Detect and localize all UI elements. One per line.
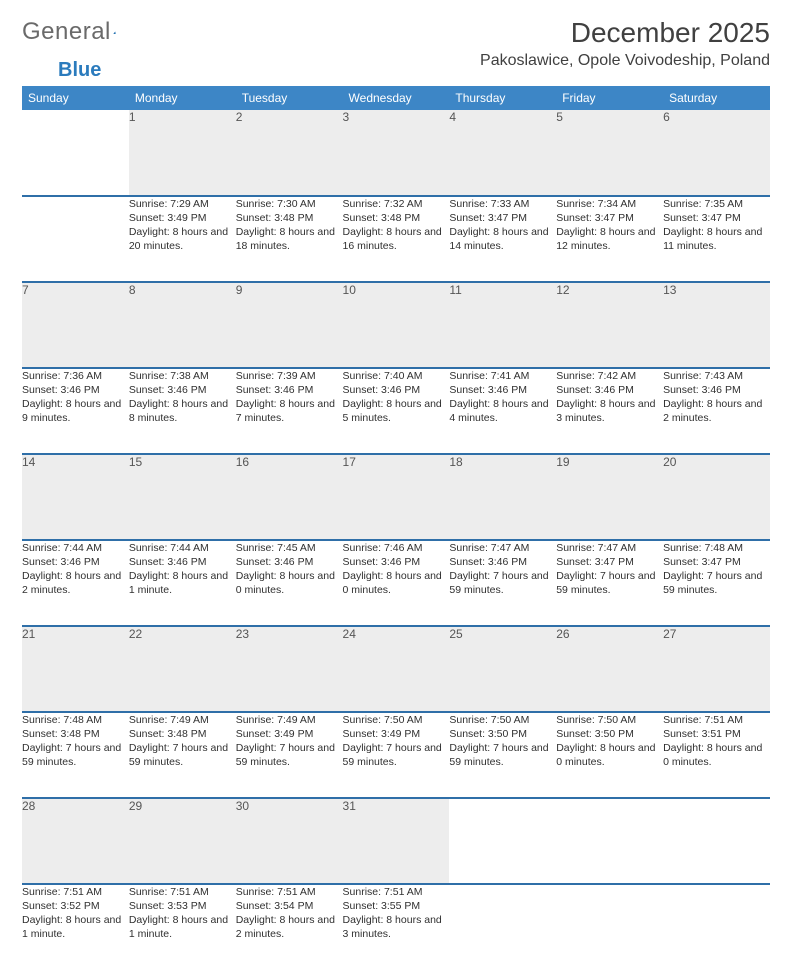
day-cell: Sunrise: 7:40 AM Sunset: 3:46 PM Dayligh… (343, 368, 450, 454)
day-number: 15 (129, 454, 236, 540)
calendar-table: Sunday Monday Tuesday Wednesday Thursday… (22, 86, 770, 970)
day-number (449, 798, 556, 884)
day-cell: Sunrise: 7:48 AM Sunset: 3:47 PM Dayligh… (663, 540, 770, 626)
day-number: 25 (449, 626, 556, 712)
day-cell: Sunrise: 7:50 AM Sunset: 3:49 PM Dayligh… (343, 712, 450, 798)
day-number: 20 (663, 454, 770, 540)
daynum-row: 78910111213 (22, 282, 770, 368)
day-cell: Sunrise: 7:44 AM Sunset: 3:46 PM Dayligh… (129, 540, 236, 626)
day-number: 6 (663, 110, 770, 196)
weekday-header: Sunday (22, 86, 129, 110)
day-number (556, 798, 663, 884)
daynum-row: 123456 (22, 110, 770, 196)
day-cell: Sunrise: 7:47 AM Sunset: 3:46 PM Dayligh… (449, 540, 556, 626)
day-cell: Sunrise: 7:46 AM Sunset: 3:46 PM Dayligh… (343, 540, 450, 626)
day-cell: Sunrise: 7:43 AM Sunset: 3:46 PM Dayligh… (663, 368, 770, 454)
day-cell: Sunrise: 7:42 AM Sunset: 3:46 PM Dayligh… (556, 368, 663, 454)
day-cell: Sunrise: 7:50 AM Sunset: 3:50 PM Dayligh… (449, 712, 556, 798)
month-title: December 2025 (480, 18, 770, 49)
day-number: 9 (236, 282, 343, 368)
day-number (22, 110, 129, 196)
weekday-header: Tuesday (236, 86, 343, 110)
day-content-row: Sunrise: 7:44 AM Sunset: 3:46 PM Dayligh… (22, 540, 770, 626)
day-number: 22 (129, 626, 236, 712)
day-number: 11 (449, 282, 556, 368)
day-cell (449, 884, 556, 970)
day-number: 1 (129, 110, 236, 196)
day-cell: Sunrise: 7:50 AM Sunset: 3:50 PM Dayligh… (556, 712, 663, 798)
day-cell: Sunrise: 7:41 AM Sunset: 3:46 PM Dayligh… (449, 368, 556, 454)
day-cell: Sunrise: 7:35 AM Sunset: 3:47 PM Dayligh… (663, 196, 770, 282)
day-cell (663, 884, 770, 970)
day-number: 8 (129, 282, 236, 368)
day-cell: Sunrise: 7:36 AM Sunset: 3:46 PM Dayligh… (22, 368, 129, 454)
weekday-header: Thursday (449, 86, 556, 110)
logo-sail-icon (113, 22, 117, 44)
day-number: 31 (343, 798, 450, 884)
day-cell: Sunrise: 7:49 AM Sunset: 3:49 PM Dayligh… (236, 712, 343, 798)
day-number: 26 (556, 626, 663, 712)
day-number: 29 (129, 798, 236, 884)
day-cell: Sunrise: 7:51 AM Sunset: 3:52 PM Dayligh… (22, 884, 129, 970)
day-number: 16 (236, 454, 343, 540)
day-cell: Sunrise: 7:32 AM Sunset: 3:48 PM Dayligh… (343, 196, 450, 282)
day-number: 30 (236, 798, 343, 884)
daynum-row: 28293031 (22, 798, 770, 884)
day-cell: Sunrise: 7:51 AM Sunset: 3:51 PM Dayligh… (663, 712, 770, 798)
location-text: Pakoslawice, Opole Voivodeship, Poland (480, 52, 770, 70)
day-cell: Sunrise: 7:51 AM Sunset: 3:53 PM Dayligh… (129, 884, 236, 970)
day-content-row: Sunrise: 7:29 AM Sunset: 3:49 PM Dayligh… (22, 196, 770, 282)
day-cell: Sunrise: 7:49 AM Sunset: 3:48 PM Dayligh… (129, 712, 236, 798)
day-cell: Sunrise: 7:45 AM Sunset: 3:46 PM Dayligh… (236, 540, 343, 626)
day-cell: Sunrise: 7:33 AM Sunset: 3:47 PM Dayligh… (449, 196, 556, 282)
weekday-header: Saturday (663, 86, 770, 110)
day-number: 18 (449, 454, 556, 540)
day-cell: Sunrise: 7:51 AM Sunset: 3:54 PM Dayligh… (236, 884, 343, 970)
day-number: 23 (236, 626, 343, 712)
day-number: 27 (663, 626, 770, 712)
day-number: 10 (343, 282, 450, 368)
day-number: 3 (343, 110, 450, 196)
day-cell: Sunrise: 7:39 AM Sunset: 3:46 PM Dayligh… (236, 368, 343, 454)
day-number: 12 (556, 282, 663, 368)
day-number (663, 798, 770, 884)
day-cell: Sunrise: 7:29 AM Sunset: 3:49 PM Dayligh… (129, 196, 236, 282)
day-content-row: Sunrise: 7:48 AM Sunset: 3:48 PM Dayligh… (22, 712, 770, 798)
weekday-header: Wednesday (343, 86, 450, 110)
weekday-header: Friday (556, 86, 663, 110)
daynum-row: 21222324252627 (22, 626, 770, 712)
day-content-row: Sunrise: 7:36 AM Sunset: 3:46 PM Dayligh… (22, 368, 770, 454)
day-number: 13 (663, 282, 770, 368)
day-cell: Sunrise: 7:47 AM Sunset: 3:47 PM Dayligh… (556, 540, 663, 626)
day-cell: Sunrise: 7:34 AM Sunset: 3:47 PM Dayligh… (556, 196, 663, 282)
day-number: 5 (556, 110, 663, 196)
day-cell (22, 196, 129, 282)
day-number: 19 (556, 454, 663, 540)
weekday-header-row: Sunday Monday Tuesday Wednesday Thursday… (22, 86, 770, 110)
day-content-row: Sunrise: 7:51 AM Sunset: 3:52 PM Dayligh… (22, 884, 770, 970)
day-number: 17 (343, 454, 450, 540)
day-number: 2 (236, 110, 343, 196)
day-cell: Sunrise: 7:48 AM Sunset: 3:48 PM Dayligh… (22, 712, 129, 798)
brand-logo: General (22, 18, 135, 44)
day-number: 28 (22, 798, 129, 884)
day-number: 7 (22, 282, 129, 368)
brand-part1: General (22, 20, 111, 44)
brand-part2: Blue (58, 60, 101, 80)
day-cell (556, 884, 663, 970)
day-cell: Sunrise: 7:51 AM Sunset: 3:55 PM Dayligh… (343, 884, 450, 970)
day-number: 4 (449, 110, 556, 196)
weekday-header: Monday (129, 86, 236, 110)
day-number: 14 (22, 454, 129, 540)
day-number: 24 (343, 626, 450, 712)
daynum-row: 14151617181920 (22, 454, 770, 540)
day-cell: Sunrise: 7:38 AM Sunset: 3:46 PM Dayligh… (129, 368, 236, 454)
day-cell: Sunrise: 7:30 AM Sunset: 3:48 PM Dayligh… (236, 196, 343, 282)
day-cell: Sunrise: 7:44 AM Sunset: 3:46 PM Dayligh… (22, 540, 129, 626)
day-number: 21 (22, 626, 129, 712)
title-block: December 2025 Pakoslawice, Opole Voivode… (480, 18, 770, 76)
